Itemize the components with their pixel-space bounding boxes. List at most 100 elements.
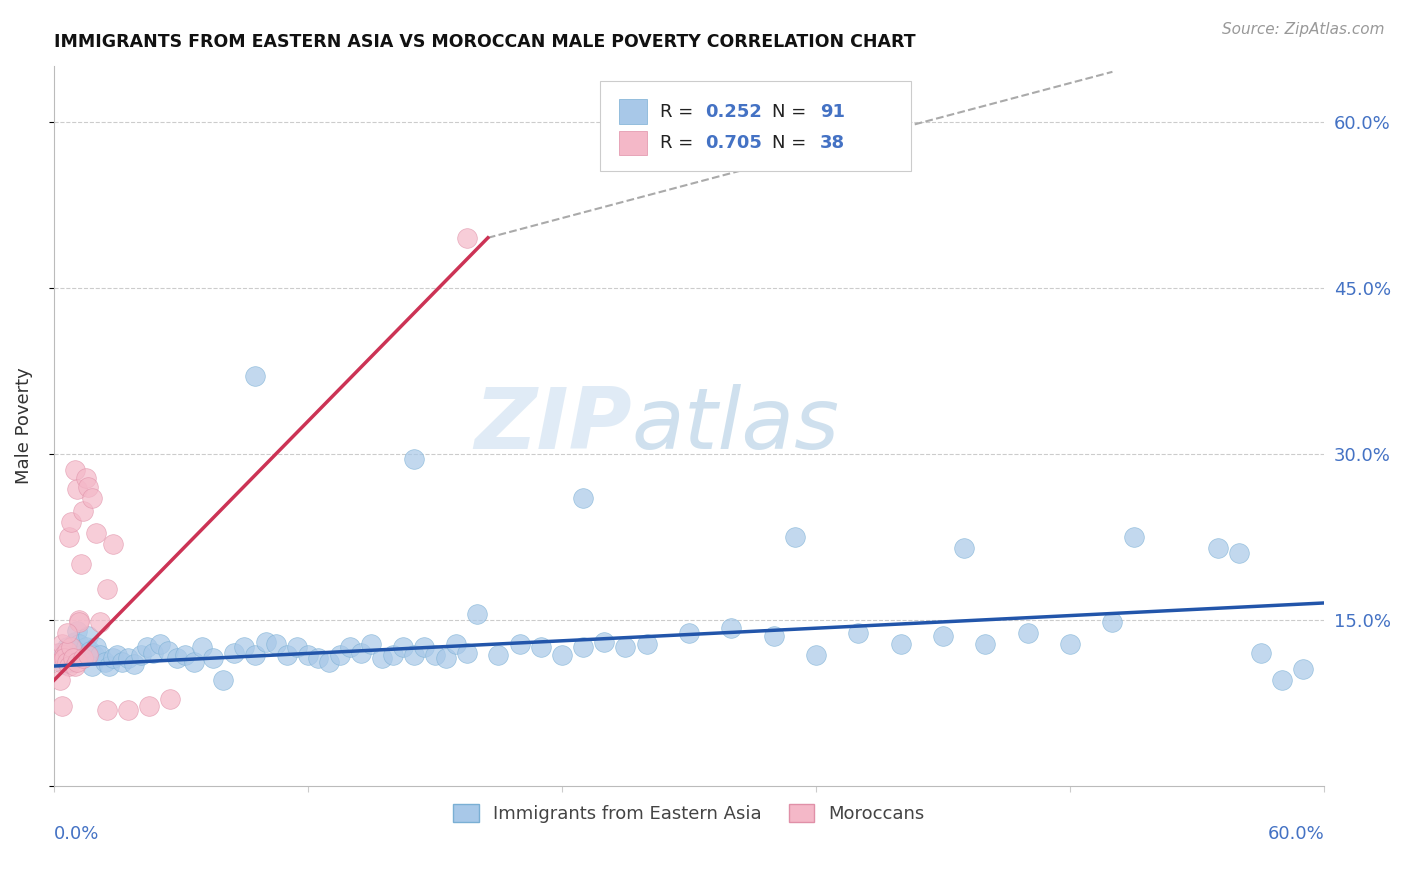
Point (80, 491, 103, 505)
Point (72, 651, 94, 665)
Point (58, 530, 80, 544)
Point (149, 637, 172, 651)
Point (110, 655, 132, 669)
Point (1292, 662, 1315, 676)
Point (1250, 646, 1272, 660)
Point (201, 651, 224, 665)
Point (76, 629, 98, 643)
Point (157, 643, 180, 657)
Point (63, 634, 86, 648)
Point (890, 637, 912, 651)
Text: Source: ZipAtlas.com: Source: ZipAtlas.com (1222, 22, 1385, 37)
Point (76, 480, 98, 494)
Point (1059, 637, 1081, 651)
Point (174, 648, 197, 662)
Point (551, 648, 574, 662)
FancyBboxPatch shape (619, 131, 647, 155)
Point (63, 463, 86, 477)
Point (72, 651, 94, 665)
Point (83, 648, 105, 662)
Point (97, 659, 120, 673)
Point (212, 673, 235, 688)
Point (49, 655, 72, 669)
Point (308, 651, 330, 665)
Point (55, 655, 77, 669)
Point (350, 646, 373, 660)
Point (456, 231, 478, 245)
Y-axis label: Male Poverty: Male Poverty (15, 368, 32, 484)
Point (1206, 541, 1229, 555)
Point (79, 643, 101, 657)
Point (80, 659, 103, 673)
Point (530, 640, 553, 655)
Point (276, 648, 298, 662)
Point (243, 369, 266, 384)
Point (105, 648, 128, 662)
Point (84, 526, 107, 541)
Point (96, 703, 118, 717)
Point (75, 471, 97, 485)
Point (84, 640, 107, 655)
Point (53, 648, 76, 662)
Point (53, 657, 76, 671)
Point (444, 637, 467, 651)
Point (55, 640, 77, 655)
FancyBboxPatch shape (600, 80, 911, 170)
Text: 0.705: 0.705 (706, 134, 762, 153)
Point (67, 615, 90, 629)
Point (136, 640, 159, 655)
Point (70, 558, 93, 572)
Point (138, 698, 160, 713)
Point (285, 640, 308, 655)
Point (434, 651, 457, 665)
Point (46, 646, 69, 660)
Point (572, 491, 595, 505)
Point (159, 692, 181, 706)
Point (101, 537, 124, 551)
Point (59, 515, 82, 529)
Point (678, 625, 700, 640)
Point (101, 651, 124, 665)
Point (59, 655, 82, 669)
Point (423, 648, 446, 662)
Point (63, 659, 86, 673)
Point (762, 629, 785, 643)
Point (222, 646, 245, 660)
Text: 91: 91 (820, 103, 845, 120)
Point (1271, 673, 1294, 688)
FancyBboxPatch shape (619, 99, 647, 124)
Text: 0.252: 0.252 (706, 103, 762, 120)
Text: 38: 38 (820, 134, 845, 153)
Point (166, 651, 188, 665)
Text: IMMIGRANTS FROM EASTERN ASIA VS MOROCCAN MALE POVERTY CORRELATION CHART: IMMIGRANTS FROM EASTERN ASIA VS MOROCCAN… (53, 33, 915, 51)
Point (96, 582, 118, 596)
Point (720, 621, 742, 635)
Point (233, 640, 256, 655)
Point (75, 640, 97, 655)
Point (62, 651, 84, 665)
Point (66, 482, 89, 496)
Point (89, 615, 111, 629)
Point (318, 655, 340, 669)
Point (51, 637, 73, 651)
Point (360, 637, 382, 651)
Point (124, 657, 146, 671)
Point (1017, 625, 1039, 640)
Point (129, 648, 152, 662)
Point (62, 643, 84, 657)
Point (93, 655, 115, 669)
Point (243, 648, 266, 662)
Point (67, 637, 90, 651)
Text: ZIP: ZIP (474, 384, 631, 467)
Legend: Immigrants from Eastern Asia, Moroccans: Immigrants from Eastern Asia, Moroccans (446, 797, 932, 830)
Point (783, 530, 806, 544)
Point (66, 624, 89, 638)
Point (55, 625, 77, 640)
Point (1229, 546, 1251, 560)
Point (58, 648, 80, 662)
Text: atlas: atlas (631, 384, 839, 467)
Point (59, 640, 82, 655)
Point (488, 648, 510, 662)
Point (339, 640, 361, 655)
Text: R =: R = (659, 103, 699, 120)
